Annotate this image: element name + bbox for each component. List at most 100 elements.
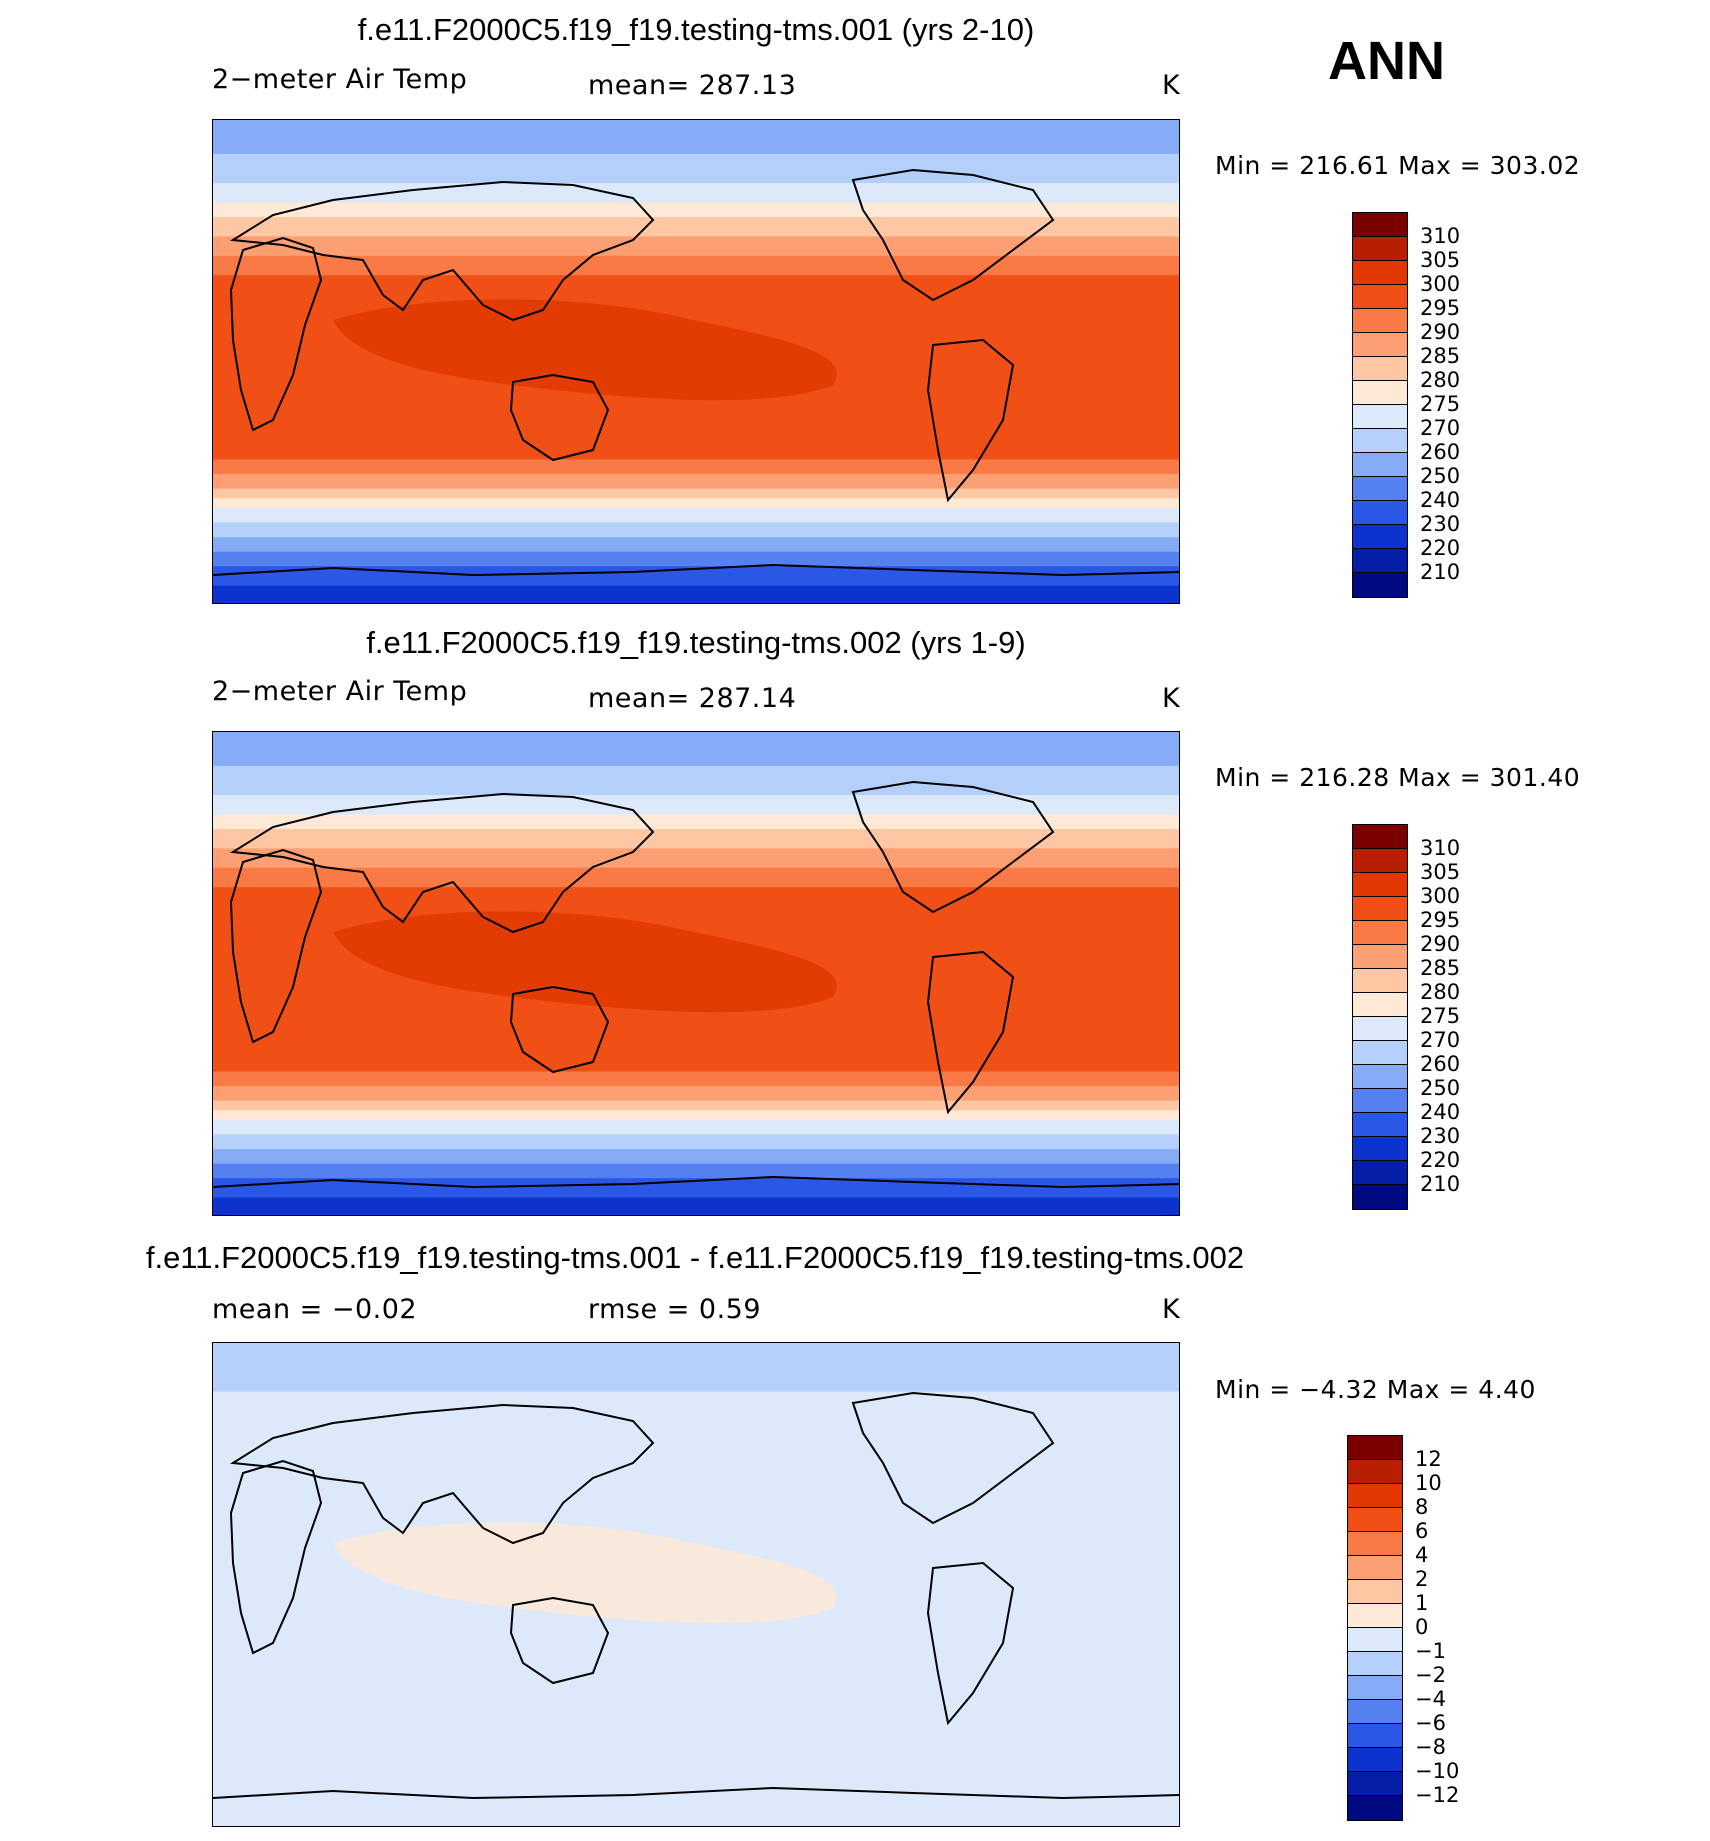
colorbar-tick-label: 220 xyxy=(1420,536,1461,560)
colorbar-swatch xyxy=(1348,1532,1402,1556)
panel-3-rmse-label: rmse = 0.59 xyxy=(588,1294,762,1325)
colorbar-swatch xyxy=(1348,1796,1402,1820)
colorbar-swatch xyxy=(1353,573,1407,597)
coastline xyxy=(851,1391,1055,1525)
panel-1-variable-label: 2−meter Air Temp xyxy=(212,64,468,95)
colorbar-tick-label: 300 xyxy=(1420,272,1461,296)
colorbar-swatch xyxy=(1348,1460,1402,1484)
colorbar-swatch xyxy=(1353,1113,1407,1137)
colorbar-swatch xyxy=(1348,1676,1402,1700)
panel-1-title: f.e11.F2000C5.f19_f19.testing-tms.001 (y… xyxy=(357,12,1035,47)
colorbar-swatch xyxy=(1348,1628,1402,1652)
panel-1-map xyxy=(212,119,1180,604)
colorbar-tick-label: 310 xyxy=(1420,224,1461,248)
coastline xyxy=(926,338,1015,503)
contour-band xyxy=(213,585,1179,603)
colorbar-tick-label: 12 xyxy=(1415,1447,1442,1471)
colorbar-swatch xyxy=(1353,873,1407,897)
panel-3-map xyxy=(212,1342,1180,1827)
colorbar-swatch xyxy=(1353,969,1407,993)
coastline xyxy=(229,236,323,432)
warm-pool-contour xyxy=(333,1522,837,1624)
contour-band xyxy=(213,1110,1179,1121)
colorbar-tick-label: 0 xyxy=(1415,1615,1429,1639)
contour-band xyxy=(213,153,1179,185)
colorbar-tick-label: 305 xyxy=(1420,248,1461,272)
coastline xyxy=(229,848,323,1044)
panel-3-minmax-label: Min = −4.32 Max = 4.40 xyxy=(1215,1375,1536,1404)
colorbar-swatch xyxy=(1348,1652,1402,1676)
coastline xyxy=(509,373,610,462)
colorbar-tick-label: 4 xyxy=(1415,1543,1429,1567)
colorbar-tick-label: −1 xyxy=(1415,1639,1446,1663)
colorbar-tick-label: 285 xyxy=(1420,956,1461,980)
panel-3-mean-label: mean = −0.02 xyxy=(212,1294,418,1325)
colorbar-tick-label: 210 xyxy=(1420,1172,1461,1196)
coastline xyxy=(229,180,655,322)
colorbar-tick-label: 1 xyxy=(1415,1591,1429,1615)
map-field xyxy=(213,732,1179,1215)
season-label: ANN xyxy=(1328,31,1445,91)
coastline xyxy=(851,780,1055,914)
panel-2-minmax-label: Min = 216.28 Max = 301.40 xyxy=(1215,763,1581,792)
coastline xyxy=(213,563,1179,577)
colorbar-tick-label: 260 xyxy=(1420,1052,1461,1076)
colorbar-swatch xyxy=(1348,1724,1402,1748)
colorbar-swatch xyxy=(1353,1137,1407,1161)
colorbar-swatch xyxy=(1353,897,1407,921)
colorbar-swatch xyxy=(1353,525,1407,549)
contour-band xyxy=(213,217,1179,238)
colorbar-swatch xyxy=(1353,213,1407,237)
contour-band xyxy=(213,765,1179,797)
colorbar-tick-label: 280 xyxy=(1420,368,1461,392)
contour-band xyxy=(213,795,1179,816)
colorbar-swatch xyxy=(1353,309,1407,333)
colorbar-swatch xyxy=(1348,1508,1402,1532)
colorbar-tick-label: 275 xyxy=(1420,1004,1461,1028)
colorbar-swatch xyxy=(1353,945,1407,969)
contour-band xyxy=(213,537,1179,553)
colorbar-swatch xyxy=(1353,921,1407,945)
map-field xyxy=(213,120,1179,603)
colorbar-tick-label: 295 xyxy=(1420,908,1461,932)
contour-band xyxy=(213,183,1179,204)
contour-band xyxy=(213,1149,1179,1165)
panel-3-title: f.e11.F2000C5.f19_f19.testing-tms.001 - … xyxy=(145,1240,1245,1275)
contour-band xyxy=(213,1086,1179,1102)
panel-2-title: f.e11.F2000C5.f19_f19.testing-tms.002 (y… xyxy=(366,625,1026,660)
contour-band xyxy=(213,848,1179,869)
colorbar-tick-label: 230 xyxy=(1420,512,1461,536)
panel-1-mean-label: mean= 287.13 xyxy=(588,70,797,101)
colorbar-tick-label: 275 xyxy=(1420,392,1461,416)
contour-band xyxy=(213,1100,1179,1112)
coastline xyxy=(509,985,610,1074)
coastline xyxy=(229,1459,323,1655)
contour-band xyxy=(213,829,1179,850)
colorbar-swatch xyxy=(1353,429,1407,453)
contour-band xyxy=(213,1163,1179,1180)
coastline xyxy=(509,1596,610,1685)
colorbar-swatch xyxy=(1348,1700,1402,1724)
contour-band xyxy=(213,732,1179,767)
colorbar-swatches xyxy=(1352,824,1408,1210)
colorbar-tick-label: 290 xyxy=(1420,932,1461,956)
colorbar-swatch xyxy=(1348,1580,1402,1604)
colorbar-swatch xyxy=(1353,1161,1407,1185)
colorbar-tick-label: 220 xyxy=(1420,1148,1461,1172)
colorbar-swatch xyxy=(1348,1436,1402,1460)
coastline xyxy=(229,792,655,934)
colorbar-swatch xyxy=(1348,1604,1402,1628)
colorbar-tick-label: 260 xyxy=(1420,440,1461,464)
colorbar-swatch xyxy=(1348,1484,1402,1508)
panel-3-units-label: K xyxy=(1162,1294,1181,1325)
warm-pool-contour xyxy=(333,299,837,401)
colorbar-swatches xyxy=(1352,212,1408,598)
colorbar-swatch xyxy=(1353,849,1407,873)
colorbar-tick-label: 240 xyxy=(1420,1100,1461,1124)
colorbar-swatch xyxy=(1353,357,1407,381)
colorbar-swatch xyxy=(1353,1041,1407,1065)
contour-band xyxy=(213,488,1179,500)
map-field xyxy=(213,1343,1179,1826)
contour-band xyxy=(213,1134,1179,1151)
contour-band xyxy=(213,498,1179,509)
